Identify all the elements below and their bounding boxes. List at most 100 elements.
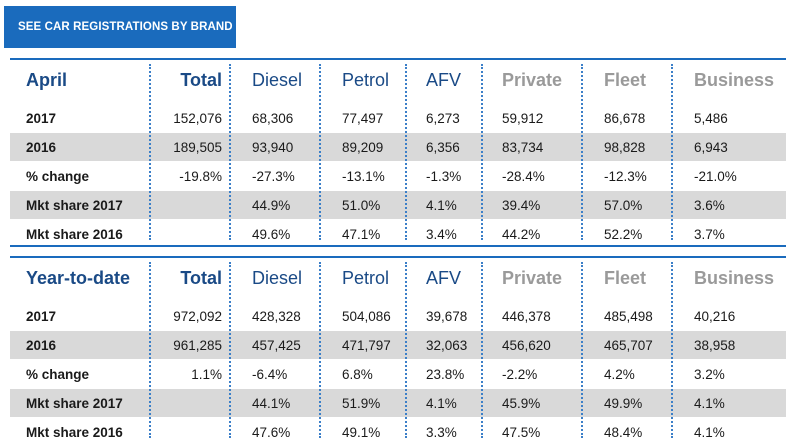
table-cell xyxy=(150,418,230,446)
table-cell: 45.9% xyxy=(502,395,541,411)
table-cell: 40,216 xyxy=(694,308,736,324)
table-cell: 44.9% xyxy=(252,197,291,213)
row-label: Mkt share 2016 xyxy=(26,226,123,242)
table-cell: 86,678 xyxy=(604,110,646,126)
table-cell: 961,285 xyxy=(173,337,222,353)
row-label: 2016 xyxy=(26,139,57,155)
table-cell: 3.3% xyxy=(426,424,457,440)
table-cell: 446,378 xyxy=(502,308,551,324)
column-divider xyxy=(581,262,583,438)
row-label: 2017 xyxy=(26,110,57,126)
column-divider xyxy=(405,64,407,240)
table-cell: -19.8% xyxy=(179,168,222,184)
table-cell xyxy=(150,220,230,248)
table-cell: 77,497 xyxy=(342,110,384,126)
table-cell: -1.3% xyxy=(426,168,462,184)
table-cell: 39.4% xyxy=(502,197,541,213)
table-cell: 68,306 xyxy=(252,110,294,126)
table-cell: 49.9% xyxy=(604,395,643,411)
column-header: Total xyxy=(180,69,222,90)
table-bottom-rule xyxy=(10,245,786,247)
row-label: % change xyxy=(26,366,90,382)
table-cell: 485,498 xyxy=(604,308,653,324)
table-cell: 93,940 xyxy=(252,139,294,155)
table-cell: 972,092 xyxy=(173,308,222,324)
table-cell: 83,734 xyxy=(502,139,544,155)
table-cell: 32,063 xyxy=(426,337,468,353)
column-header: Year-to-date xyxy=(26,267,131,288)
table-row: Mkt share 2017 44.1% 51.9% 4.1% 45.9% 49.9% 4.… xyxy=(10,389,786,417)
table-cell: 47.5% xyxy=(502,424,541,440)
table-header-row: Year-to-date Total Diesel Petrol AFV Private F… xyxy=(10,258,786,298)
column-header: AFV xyxy=(426,69,462,90)
see-registrations-button[interactable]: SEE CAR REGISTRATIONS BY BRAND xyxy=(4,6,236,48)
table-cell: -13.1% xyxy=(342,168,385,184)
table-cell xyxy=(150,191,230,219)
row-label: 2016 xyxy=(26,337,57,353)
column-header: Fleet xyxy=(604,69,647,90)
table-header-row: April Total Diesel Petrol AFV Private Fleet Bus… xyxy=(10,60,786,100)
column-header: Petrol xyxy=(342,69,390,90)
table-row: 2017 972,092 428,328 504,086 39,678 446,378 48… xyxy=(10,302,786,330)
table-cell: -6.4% xyxy=(252,366,288,382)
table-row: Mkt share 2016 49.6% 47.1% 3.4% 44.2% 52.2% 3.… xyxy=(10,220,786,248)
table-cell: 471,797 xyxy=(342,337,391,353)
table-row: 2016 189,505 93,940 89,209 6,356 83,734 98,828… xyxy=(10,133,786,161)
column-divider xyxy=(671,64,673,240)
table-cell: 6,356 xyxy=(426,139,460,155)
row-label: Mkt share 2017 xyxy=(26,395,123,411)
row-label: Mkt share 2016 xyxy=(26,424,123,440)
table-cell: 4.1% xyxy=(694,424,725,440)
table-cell: 6,943 xyxy=(694,139,728,155)
table-cell: -12.3% xyxy=(604,168,647,184)
column-header: AFV xyxy=(426,267,462,288)
row-label: 2017 xyxy=(26,308,57,324)
table-row: % change -19.8% -27.3% -13.1% -1.3% -28.4% -12… xyxy=(10,162,786,190)
row-label: % change xyxy=(26,168,90,184)
table-cell: 1.1% xyxy=(191,366,222,382)
table-cell: 6.8% xyxy=(342,366,373,382)
column-header: Diesel xyxy=(252,267,303,288)
table-row: 2017 152,076 68,306 77,497 6,273 59,912 86,678… xyxy=(10,104,786,132)
column-divider xyxy=(481,64,483,240)
column-divider xyxy=(581,64,583,240)
table-cell: 4.2% xyxy=(604,366,635,382)
table-cell: 3.7% xyxy=(694,226,725,242)
table-cell: 4.1% xyxy=(426,197,457,213)
table-cell: 44.1% xyxy=(252,395,291,411)
table-cell: 3.2% xyxy=(694,366,725,382)
column-divider xyxy=(319,262,321,438)
table-cell: 51.9% xyxy=(342,395,381,411)
table-cell: 3.6% xyxy=(694,197,725,213)
table-cell: -2.2% xyxy=(502,366,538,382)
table-cell: 4.1% xyxy=(426,395,457,411)
table-cell: -21.0% xyxy=(694,168,737,184)
table-cell: 89,209 xyxy=(342,139,384,155)
column-divider xyxy=(149,262,151,438)
column-header: Petrol xyxy=(342,267,390,288)
column-header: Total xyxy=(180,267,222,288)
table-cell: 59,912 xyxy=(502,110,544,126)
table-cell: 39,678 xyxy=(426,308,468,324)
row-label: Mkt share 2017 xyxy=(26,197,123,213)
column-divider xyxy=(149,64,151,240)
table-top-rule xyxy=(10,256,786,258)
table-cell: 152,076 xyxy=(173,110,222,126)
table-cell: 4.1% xyxy=(694,395,725,411)
table-row: % change 1.1% -6.4% 6.8% 23.8% -2.2% 4.2% 3.2% xyxy=(10,360,786,388)
table-cell: 38,958 xyxy=(694,337,736,353)
table-cell: 98,828 xyxy=(604,139,646,155)
table-cell: 51.0% xyxy=(342,197,381,213)
table-row: 2016 961,285 457,425 471,797 32,063 456,620 46… xyxy=(10,331,786,359)
column-divider xyxy=(319,64,321,240)
table-cell: 457,425 xyxy=(252,337,301,353)
column-header: Fleet xyxy=(604,267,647,288)
table-top-rule xyxy=(10,58,786,60)
column-divider xyxy=(481,262,483,438)
table-cell: 504,086 xyxy=(342,308,391,324)
column-divider xyxy=(229,262,231,438)
table-cell: 44.2% xyxy=(502,226,541,242)
table-cell: 49.1% xyxy=(342,424,381,440)
table-cell: -27.3% xyxy=(252,168,295,184)
table-cell: 189,505 xyxy=(173,139,222,155)
